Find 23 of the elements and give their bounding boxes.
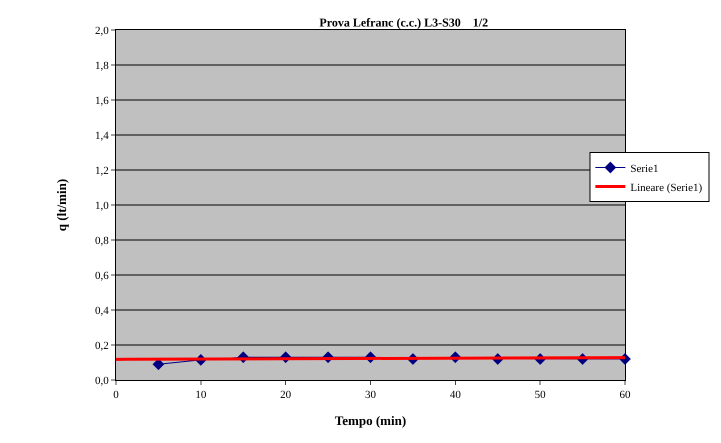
x-tick-label: 0 <box>113 389 120 402</box>
y-tick-label: 1,0 <box>95 200 110 212</box>
y-tick-label: 1,4 <box>95 130 110 142</box>
y-tick-label: 0,0 <box>95 374 110 387</box>
y-tick-label: 1,2 <box>95 164 109 177</box>
x-tick-label: 50 <box>534 389 546 402</box>
x-tick-label: 40 <box>450 389 462 402</box>
y-tick-label: 1,8 <box>95 60 110 72</box>
y-tick-label: 2,0 <box>95 24 110 37</box>
y-tick-label: 0,2 <box>95 340 109 352</box>
x-tick-label: 60 <box>620 389 631 402</box>
y-tick-label: 1,6 <box>95 94 110 107</box>
x-axis-title: Tempo (min) <box>334 412 406 428</box>
legend-label: Lineare (Serie1) <box>630 182 702 194</box>
x-tick-label: 30 <box>365 389 376 402</box>
y-tick-label: 0,4 <box>95 304 110 317</box>
x-tick-label: 10 <box>195 389 207 402</box>
chart-title: Prova Lefranc (c.c.) L3-S30 1/2 <box>319 15 488 30</box>
legend-label: Serie1 <box>630 162 658 175</box>
y-axis-title: q (lt/min) <box>54 178 69 232</box>
y-tick-label: 0,6 <box>95 270 110 282</box>
x-tick-label: 20 <box>280 389 292 402</box>
y-tick-label: 0,8 <box>95 234 110 247</box>
